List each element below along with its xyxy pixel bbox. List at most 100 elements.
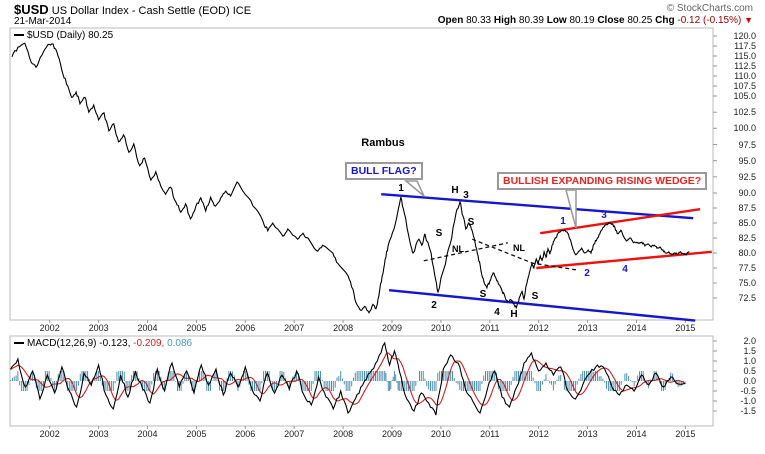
annotation-3: 3: [601, 210, 607, 221]
callout-rising-wedge: BULLISH EXPANDING RISING WEDGE?: [497, 172, 708, 190]
main-x-axis-label: 2004: [137, 323, 158, 333]
ticker-symbol: $USD: [14, 2, 49, 17]
main-x-axis-label: 2002: [39, 323, 60, 333]
price-y-axis-label: 120.0: [733, 31, 756, 41]
chg-label: Chg: [655, 15, 675, 26]
main-x-axis-label: 2007: [284, 323, 305, 333]
price-legend: $USD (Daily) 80.25: [14, 30, 113, 41]
price-y-axis-label: 105.0: [733, 91, 756, 101]
high-label: High: [493, 15, 517, 26]
trendline-wedge-lower: [536, 250, 712, 270]
low-value: 80.19: [569, 15, 595, 26]
price-y-axis-label: 107.5: [733, 81, 756, 91]
open-label: Open: [437, 15, 464, 26]
annotation-s: S: [531, 291, 539, 302]
annotation-s: S: [467, 217, 475, 228]
trendline-neckline-2: [471, 238, 576, 271]
price-y-axis-label: 72.5: [738, 293, 756, 303]
high-value: 80.39: [518, 15, 544, 26]
annotation-2: 2: [431, 300, 437, 311]
close-value: 80.25: [627, 15, 653, 26]
macd-y-axis-label: -0.5: [740, 386, 756, 396]
price-y-axis-label: 95.0: [738, 155, 756, 166]
annotation-rambus: Rambus: [361, 137, 405, 149]
price-line: [11, 42, 690, 314]
ohlc-quote: Open 80.33 High 80.39 Low 80.19 Close 80…: [438, 15, 753, 26]
trendline-neckline-1: [423, 242, 509, 262]
price-y-axis-label: 100.0: [733, 123, 756, 134]
macd-legend: MACD(12,26,9) -0.123, -0.209, 0.086: [14, 338, 192, 349]
low-label: Low: [546, 15, 567, 26]
price-y-axis-label: 85.0: [738, 218, 756, 228]
main-x-axis-label: 2014: [626, 323, 647, 333]
chart-header: $USD US Dollar Index - Cash Settle (EOD)…: [14, 2, 251, 17]
signal-value: -0.209,: [133, 338, 165, 349]
macd-line-swatch: [14, 342, 24, 345]
annotation-2: 2: [584, 268, 590, 279]
price-y-axis-label: 117.5: [734, 41, 756, 51]
chg-value: -0.12 (-0.15%): [677, 15, 742, 26]
macd-y-axis-label: -1.0: [740, 396, 756, 406]
macd-x-axis-label: 2004: [137, 429, 158, 439]
macd-y-axis-label: -1.5: [740, 406, 756, 416]
price-y-axis-label: 75.0: [738, 278, 756, 288]
macd-y-axis-label: 0.5: [743, 366, 756, 376]
main-x-axis-label: 2013: [577, 323, 598, 333]
macd-y-axis-label: 1.0: [743, 356, 756, 366]
macd-legend-name: MACD(12,26,9): [27, 338, 97, 349]
macd-x-axis-label: 2007: [284, 429, 305, 439]
annotation-nl: NL: [452, 244, 464, 254]
annotation-h: H: [510, 309, 518, 320]
price-y-axis-label: 97.5: [738, 139, 756, 150]
price-y-axis-label: 90.0: [738, 188, 756, 198]
price-y-axis-label: 80.0: [738, 248, 756, 258]
histogram-value: 0.086: [167, 338, 193, 349]
macd-x-axis-label: 2002: [39, 429, 60, 439]
main-x-axis-label: 2008: [333, 323, 354, 333]
main-x-axis-label: 2003: [88, 323, 109, 333]
macd-x-axis-label: 2010: [430, 429, 451, 439]
macd-y-axis-label: 2.0: [743, 336, 756, 346]
main-x-axis-label: 2015: [675, 323, 696, 333]
macd-x-axis-label: 2012: [528, 429, 549, 439]
annotation-h: H: [451, 185, 459, 196]
macd-x-axis-label: 2008: [333, 429, 354, 439]
main-panel-frame: [9, 27, 714, 321]
open-value: 80.33: [466, 15, 492, 26]
macd-x-axis-label: 2013: [577, 429, 598, 439]
main-x-axis-label: 2011: [480, 323, 500, 333]
price-y-axis-label: 110.0: [734, 71, 756, 81]
main-x-axis-label: 2012: [528, 323, 549, 333]
macd-x-axis-label: 2006: [235, 429, 256, 439]
trendline-wedge-upper: [540, 208, 701, 235]
annotation-s: S: [435, 228, 443, 239]
price-legend-text: $USD (Daily) 80.25: [27, 30, 114, 41]
main-x-axis-label: 2010: [430, 323, 451, 333]
main-x-axis-label: 2009: [381, 323, 403, 333]
annotation-3: 3: [463, 190, 469, 201]
macd-y-axis-label: 0.0: [743, 376, 756, 386]
trendline-bull-flag-lower: [388, 289, 696, 322]
main-x-axis-label: 2005: [186, 323, 207, 333]
price-y-axis-label: 92.5: [738, 171, 756, 182]
copyright-notice: © StockCharts.com: [666, 3, 753, 14]
trendline-bull-flag-upper: [381, 193, 694, 220]
price-y-axis-label: 77.5: [738, 263, 756, 273]
down-arrow-icon: ▼: [744, 15, 753, 25]
annotation-1: 1: [398, 183, 404, 194]
price-line-swatch: [14, 34, 24, 37]
close-label: Close: [597, 15, 625, 26]
callout-bull-flag: BULL FLAG?: [345, 162, 423, 180]
price-y-axis-label: 112.5: [734, 61, 756, 71]
annotation-4: 4: [494, 307, 500, 318]
price-y-axis-label: 115.0: [734, 51, 756, 61]
macd-x-axis-label: 2015: [675, 429, 696, 439]
macd-x-axis-label: 2005: [186, 429, 207, 439]
macd-x-axis-label: 2003: [88, 429, 109, 439]
price-y-axis-label: 102.5: [733, 107, 756, 118]
macd-y-axis-label: 1.5: [743, 346, 756, 356]
annotation-nl: NL: [513, 243, 525, 253]
chart-title: US Dollar Index - Cash Settle (EOD) ICE: [51, 5, 252, 17]
